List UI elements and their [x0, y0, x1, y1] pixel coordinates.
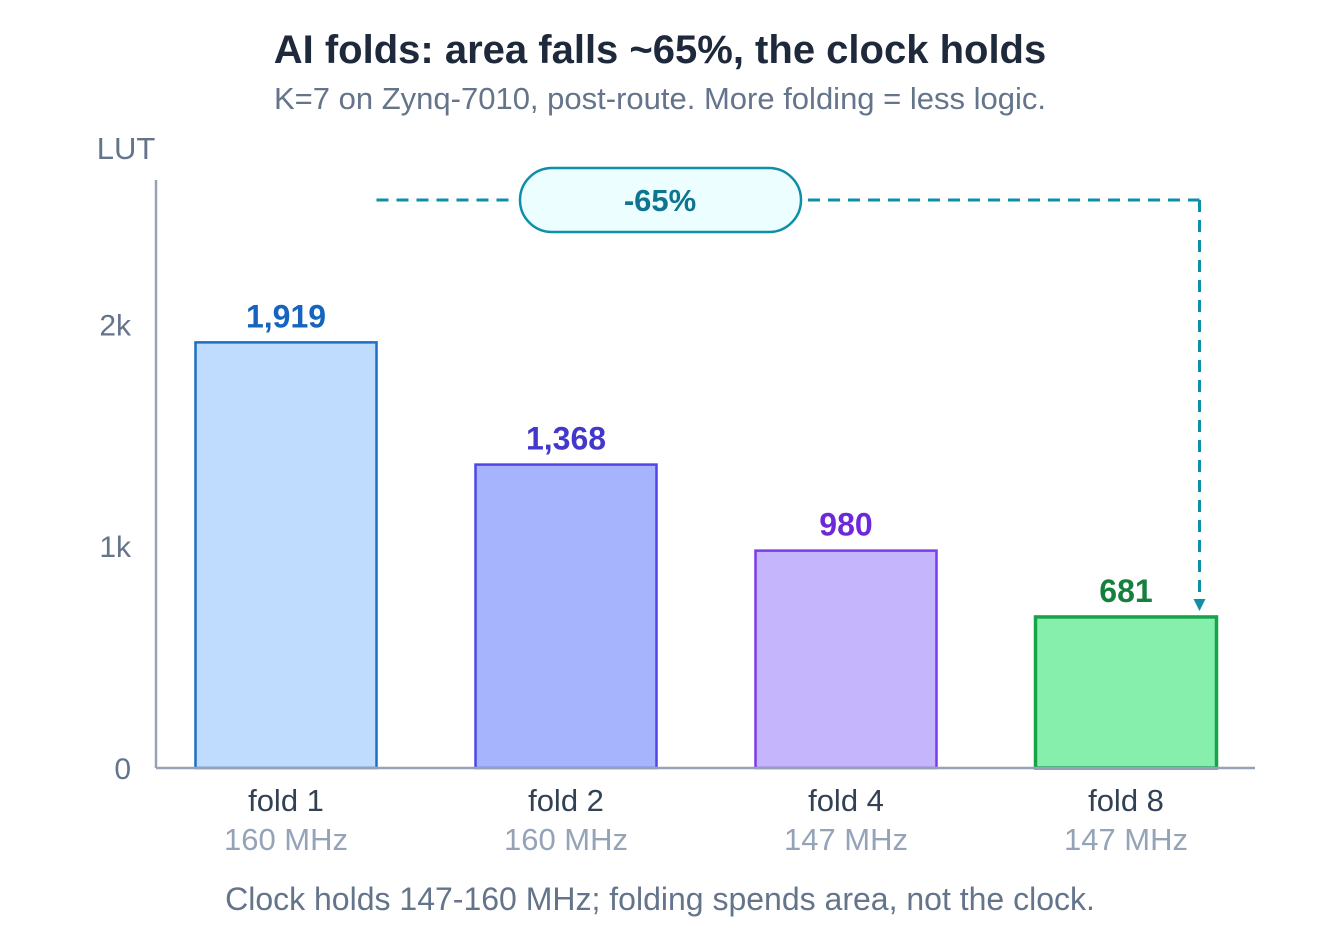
bar-fold-4: [754, 549, 938, 770]
x-tick-label: fold 8: [1088, 783, 1164, 818]
y-tick-label: 1k: [99, 531, 132, 564]
bar-value-label: 1,368: [526, 421, 606, 457]
chart-title: AI folds: area falls ~65%, the clock hol…: [274, 28, 1046, 72]
annotation-label: -65%: [624, 183, 696, 218]
clock-sublabel: 160 MHz: [504, 822, 628, 857]
bar-fold-8: [1033, 615, 1219, 770]
clock-sublabel: 160 MHz: [224, 822, 348, 857]
chart-subtitle: K=7 on Zynq-7010, post-route. More foldi…: [274, 81, 1046, 116]
y-axis-label: LUT: [97, 131, 156, 166]
x-tick-label: fold 2: [528, 783, 604, 818]
axes: [154, 180, 1255, 770]
annotation-arrowhead: [1193, 598, 1206, 611]
bar-fold-1: [194, 341, 378, 770]
clock-sublabel: 147 MHz: [1064, 822, 1188, 857]
bar-value-label: 1,919: [246, 298, 326, 334]
y-tick-label: 0: [114, 753, 131, 786]
bar-fold-2: [474, 463, 658, 770]
bar-value-label: 980: [819, 507, 872, 543]
x-tick-label: fold 4: [808, 783, 884, 818]
chart-footnote: Clock holds 147-160 MHz; folding spends …: [225, 881, 1095, 917]
bars: 1,919 fold 1 160 MHz 1,368 fold 2 160 MHz 980 f…: [194, 298, 1219, 857]
reduction-annotation: -65%: [376, 166, 1206, 611]
y-axis-ticks: 0 1k 2k: [99, 309, 132, 786]
bar-value-label: 681: [1099, 573, 1152, 609]
clock-sublabel: 147 MHz: [784, 822, 908, 857]
annotation-badge: [518, 166, 803, 234]
y-tick-label: 2k: [99, 309, 132, 342]
x-tick-label: fold 1: [248, 783, 324, 818]
